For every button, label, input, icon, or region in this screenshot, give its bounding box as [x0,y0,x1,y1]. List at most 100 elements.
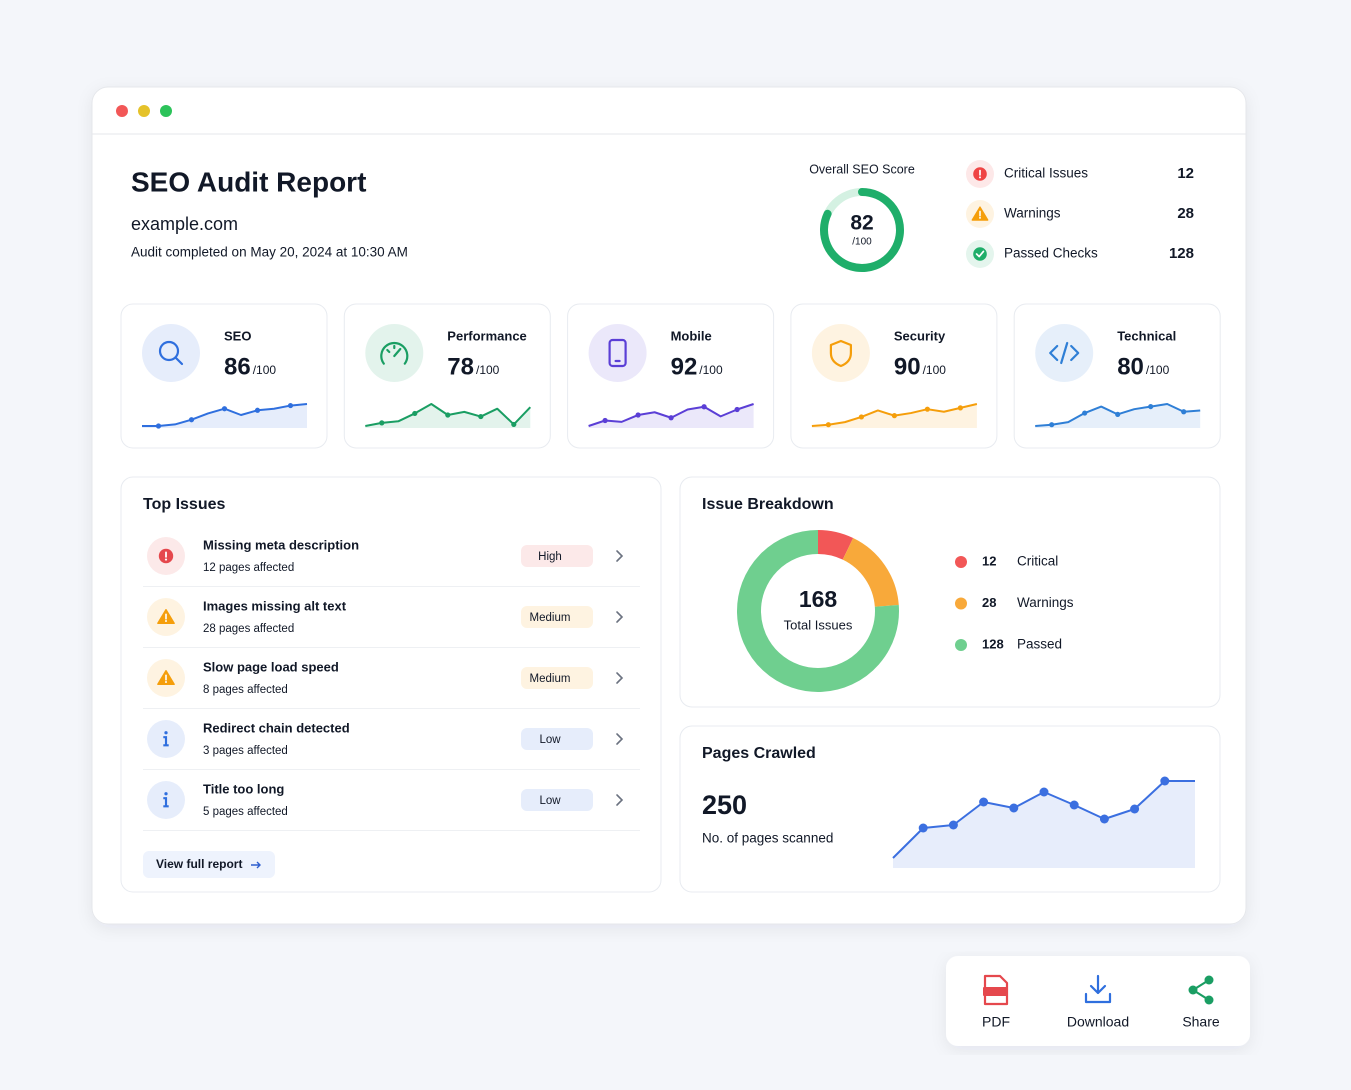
sparkline-point [891,413,898,419]
chevron[interactable] [616,550,624,562]
panel [679,725,1221,893]
icon-glyph [1084,974,1112,1004]
panel [120,476,662,893]
pages-line-point [1160,776,1170,786]
icon-glyph [158,340,180,362]
category-card [1013,303,1221,449]
sparkline-point [858,414,865,420]
view-report-link[interactable]: View full report [156,857,242,871]
severity-label: Low [539,734,561,746]
sparkline-point [1082,410,1088,416]
icon-glyph [393,347,402,358]
summary-value: 12 [1177,165,1194,182]
donut-segment [842,538,899,608]
icon-glyph [174,356,184,366]
severity-badge [521,606,593,628]
sparkline-point [155,423,162,429]
sparkline-point [825,422,832,428]
chevron[interactable] [616,733,624,745]
donut-total: 168 [799,586,838,612]
sparkline-point [287,402,294,409]
sparkline-point [957,405,964,411]
sparkline-point [734,406,740,413]
window-dot [116,105,128,117]
sparkline-point [701,404,707,410]
category-icon-bg [142,324,200,382]
action-label[interactable]: Share [1182,1014,1220,1030]
sparkline-point [478,413,484,420]
pages-line-area [893,781,1195,868]
pages-line-point [1069,800,1079,810]
issue-detail: 8 pages affected [203,684,288,696]
score-ring [820,188,904,272]
pages-line-point [948,820,958,830]
category-name: SEO [224,328,251,343]
category-max: /100 [476,363,500,377]
category-icon-bg [365,324,424,382]
severity-badge [521,728,593,750]
category-card [120,303,328,449]
pages-line-point [979,797,989,807]
icon-glyph [163,797,169,808]
icon-glyph [975,250,985,258]
panel-title: Pages Crawled [702,745,816,762]
category-score: 78 [447,353,474,380]
issue-title: Missing meta description [203,537,359,552]
sparkline-point [1148,403,1154,410]
icon-glyph [165,681,167,684]
legend-value: 12 [982,553,996,568]
category-icon-bg [811,324,870,382]
icon-glyph [973,247,987,261]
issue-detail: 5 pages affected [203,806,288,818]
issue-title: Title too long [203,781,284,796]
window-dot [138,105,150,117]
category-max: /100 [699,363,723,377]
severity-badge [521,667,593,689]
summary-value: 28 [1177,205,1194,222]
sparkline-point [1115,411,1121,417]
action-label[interactable]: Download [1067,1014,1129,1030]
category-name: Security [894,328,946,343]
panel-title: Issue Breakdown [702,496,834,513]
pages-label: No. of pages scanned [702,831,833,846]
sparkline-point [635,412,641,418]
domain: example.com [131,214,238,234]
severity-badge [521,789,593,811]
issue-detail: 12 pages affected [203,562,294,574]
sparkline-point [254,407,261,413]
chevron[interactable] [616,672,624,684]
category-max: /100 [1146,363,1170,377]
pages-value: 250 [702,790,747,820]
panel-title: Top Issues [143,496,225,513]
legend-dot [955,556,967,568]
category-card [343,303,551,449]
summary-label: Critical Issues [1004,166,1088,181]
pages-line-point [1039,787,1049,797]
pages-line-point [1130,804,1140,814]
score-max: /100 [852,237,872,248]
icon-glyph [380,341,409,365]
issue-title: Redirect chain detected [203,720,350,735]
legend-dot [955,597,967,610]
chevron[interactable] [616,611,624,623]
view-report-button[interactable] [143,851,275,878]
pages-line-point [1099,814,1109,824]
category-max: /100 [253,363,277,377]
chevron[interactable] [616,794,624,806]
category-score: 92 [671,353,698,380]
legend-value: 128 [982,636,1004,651]
pages-line-point [1009,803,1019,813]
legend-label: Critical [1017,554,1058,569]
summary-label: Passed Checks [1004,246,1098,261]
issue-detail: 3 pages affected [203,745,288,757]
sparkline-point [602,417,608,424]
sparkline-point [668,415,674,421]
severity-label: Medium [530,673,571,685]
category-score: 86 [224,353,251,380]
donut-segment [817,530,854,560]
icon-glyph [979,216,981,219]
icon-glyph [164,558,168,561]
severity-label: Medium [530,612,571,624]
category-name: Mobile [671,328,712,343]
action-label[interactable]: PDF [982,1014,1010,1030]
